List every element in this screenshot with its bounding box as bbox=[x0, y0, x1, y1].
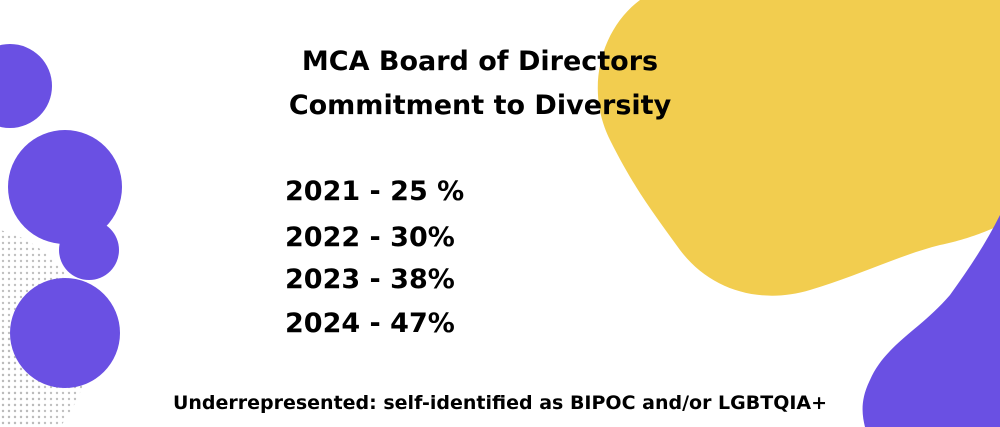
yellow-blob-shape bbox=[597, 0, 1000, 296]
purple-circle-top bbox=[0, 44, 52, 128]
purple-circle-middle bbox=[8, 130, 122, 244]
page-title-line-2: Commitment to Diversity bbox=[288, 90, 672, 121]
stat-2023: 2023 - 38% bbox=[285, 264, 455, 295]
stat-2022: 2022 - 30% bbox=[285, 222, 455, 253]
footnote: Underrepresented: self-identified as BIP… bbox=[172, 392, 828, 414]
stat-2024: 2024 - 47% bbox=[285, 308, 455, 339]
stat-2021: 2021 - 25 % bbox=[285, 176, 465, 207]
page-title-line-1: MCA Board of Directors bbox=[301, 46, 659, 77]
purple-circle-small bbox=[59, 220, 119, 280]
purple-blob-shape bbox=[862, 215, 1000, 427]
purple-circle-bottom bbox=[10, 278, 120, 388]
